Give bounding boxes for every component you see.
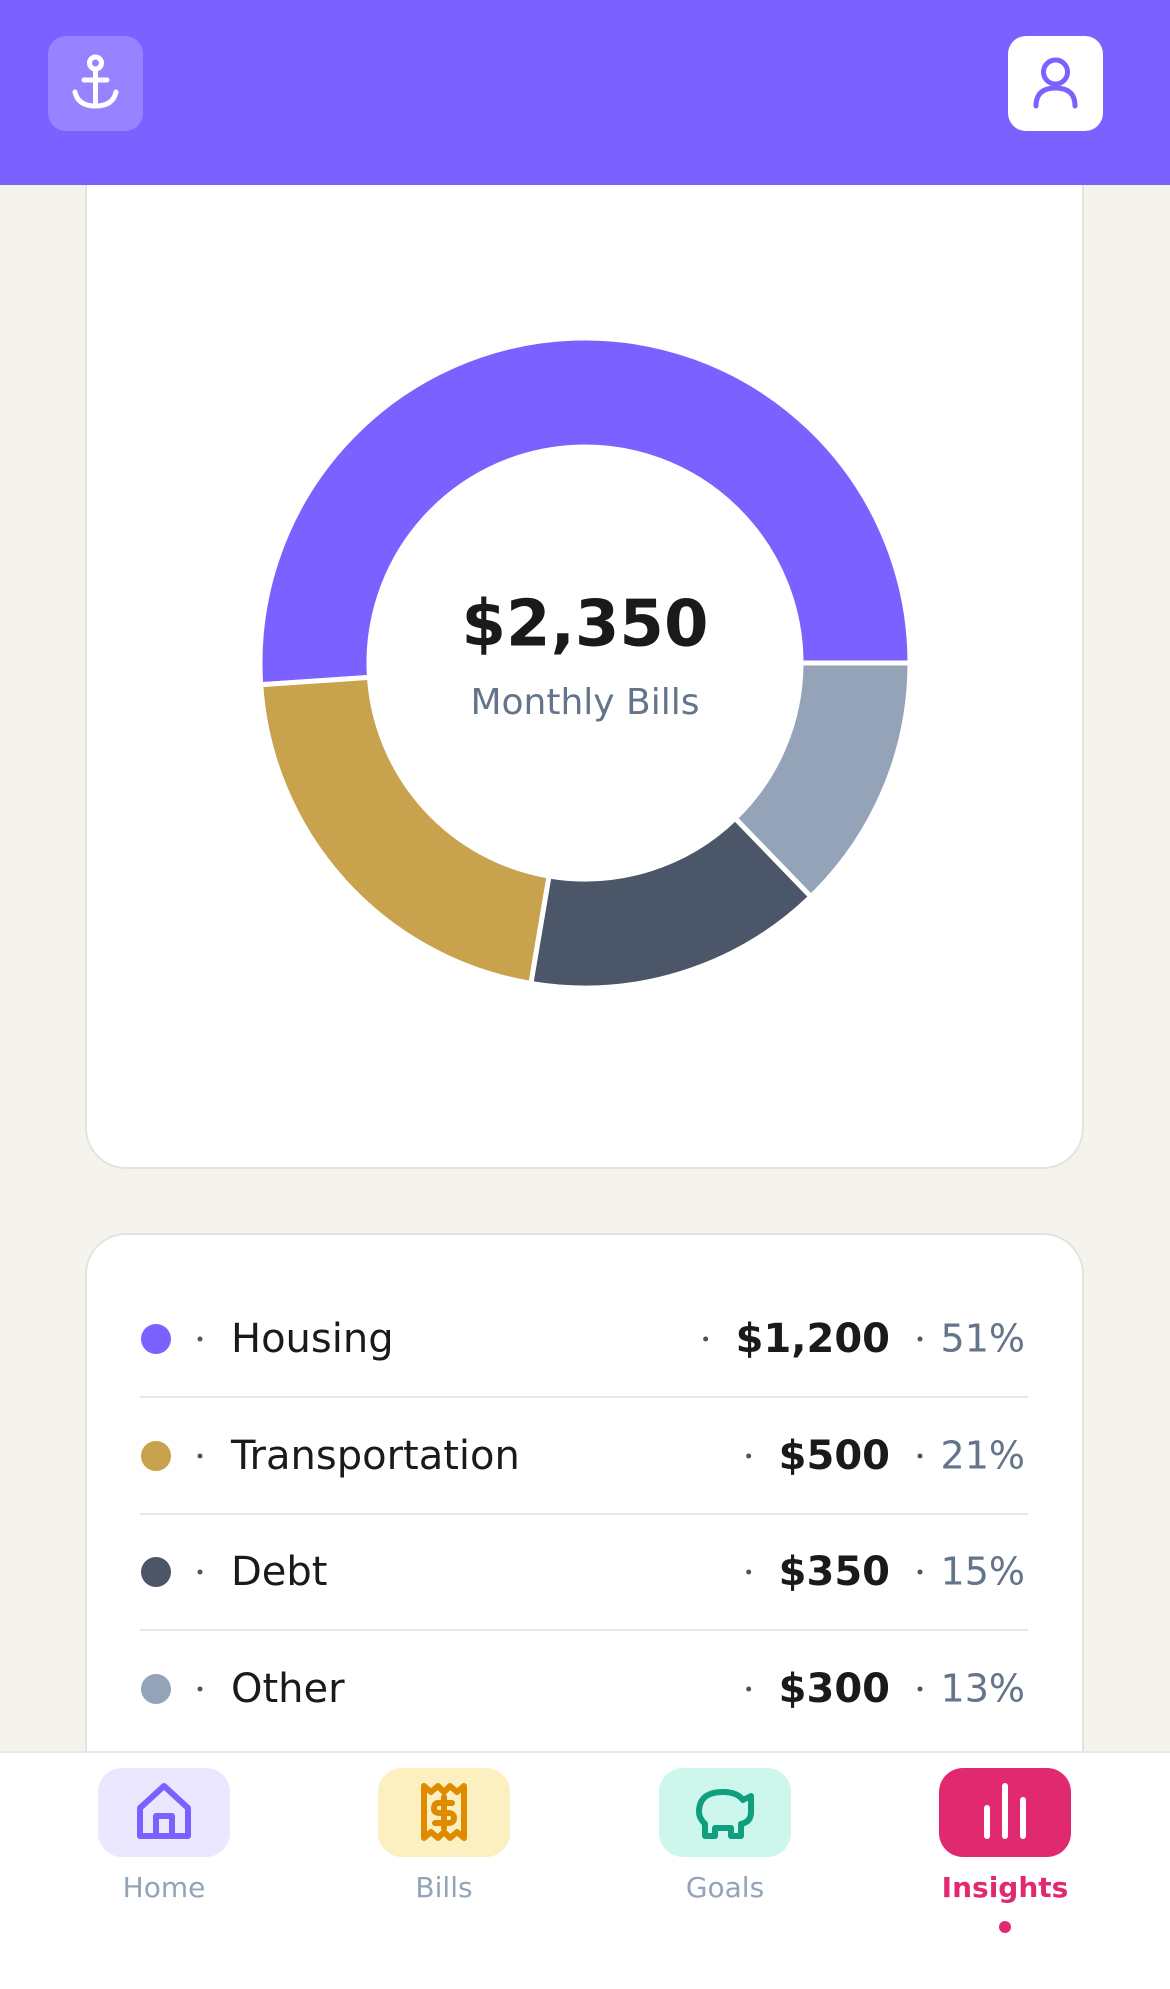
amount: $300 bbox=[779, 1666, 890, 1712]
amount: $1,200 bbox=[736, 1316, 890, 1362]
share: 51% bbox=[941, 1317, 1025, 1361]
share: 15% bbox=[941, 1550, 1025, 1594]
tab-pill bbox=[659, 1768, 791, 1857]
separator-dot bbox=[746, 1569, 752, 1575]
nav-tabs: Home Bills Goals Insights bbox=[98, 1768, 1071, 1933]
amount: $350 bbox=[779, 1549, 890, 1595]
center-value: $2,350 bbox=[462, 588, 709, 662]
tab-icon bbox=[696, 1789, 754, 1839]
tab-icon bbox=[421, 1783, 467, 1841]
donut-chart bbox=[257, 335, 913, 991]
logo-button[interactable] bbox=[48, 36, 143, 131]
category-name: Debt bbox=[231, 1549, 327, 1595]
share: 13% bbox=[941, 1667, 1025, 1711]
header bbox=[0, 0, 1170, 185]
separator-dot bbox=[917, 1336, 923, 1342]
separator-dot bbox=[197, 1686, 203, 1692]
donut-segment bbox=[731, 660, 913, 901]
separator-dot bbox=[746, 1686, 752, 1692]
legend: Housing $1,200 51% Transportation $500 21% Deb… bbox=[140, 1316, 1028, 1712]
separator-dot bbox=[917, 1686, 923, 1692]
category-name: Housing bbox=[231, 1316, 394, 1362]
tab-icon bbox=[137, 1783, 191, 1839]
profile-button[interactable] bbox=[1008, 36, 1103, 131]
share: 21% bbox=[941, 1434, 1025, 1478]
active-dot bbox=[999, 1921, 1011, 1933]
home-icon bbox=[137, 1783, 191, 1839]
nav-tab[interactable]: Home bbox=[98, 1768, 230, 1904]
nav-tab[interactable]: Goals bbox=[659, 1768, 791, 1904]
legend-swatch bbox=[141, 1441, 171, 1471]
legend-swatch bbox=[141, 1674, 171, 1704]
donut-segment bbox=[257, 335, 913, 688]
legend-swatch bbox=[141, 1557, 171, 1587]
amount: $500 bbox=[779, 1433, 890, 1479]
tab-label: Goals bbox=[686, 1871, 764, 1904]
piggy-icon bbox=[696, 1789, 754, 1839]
tab-pill bbox=[98, 1768, 230, 1857]
tab-icon bbox=[984, 1783, 1026, 1839]
separator-dot bbox=[746, 1453, 752, 1459]
separator-dot bbox=[197, 1453, 203, 1459]
nav-tab[interactable]: Bills bbox=[378, 1768, 510, 1904]
tab-label: Home bbox=[123, 1871, 206, 1904]
separator-dot bbox=[197, 1336, 203, 1342]
separator-dot bbox=[917, 1453, 923, 1459]
separator-dot bbox=[703, 1336, 709, 1342]
bill-icon bbox=[421, 1783, 467, 1841]
tab-label: Bills bbox=[415, 1871, 472, 1904]
category-name: Transportation bbox=[230, 1433, 520, 1479]
nav-tab[interactable]: Insights bbox=[939, 1768, 1071, 1933]
category-name: Other bbox=[231, 1666, 345, 1712]
tab-label: Insights bbox=[942, 1871, 1069, 1904]
separator-dot bbox=[917, 1569, 923, 1575]
center-label: Monthly Bills bbox=[470, 682, 699, 723]
donut-segment bbox=[258, 674, 552, 987]
separator-dot bbox=[197, 1569, 203, 1575]
legend-swatch bbox=[141, 1324, 171, 1354]
